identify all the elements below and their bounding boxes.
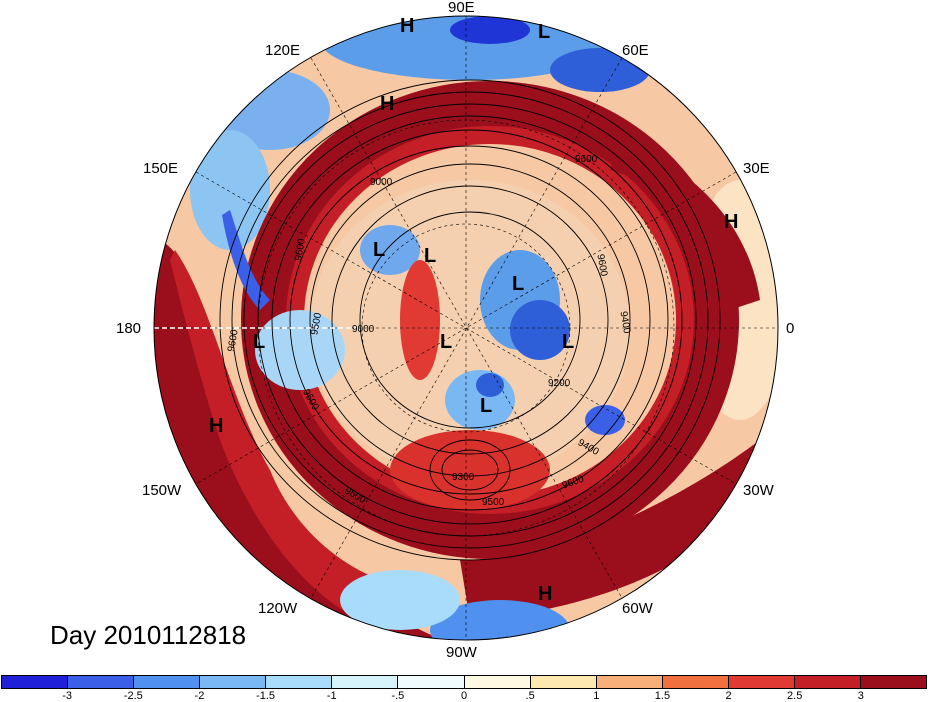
pressure-center: H [380,93,394,115]
colorbar-cell [794,676,862,688]
colorbar-cell [200,676,267,688]
colorbar-tick-label: -2.5 [123,690,143,702]
colorbar-cell [266,676,333,688]
pressure-center: L [253,331,265,353]
contour-label: 9300 [452,472,475,483]
colorbar-tick-label: -.5 [391,690,405,702]
contour-label: 9600 [575,154,598,165]
pressure-center: L [480,395,492,417]
colorbar-cell [596,676,663,688]
pressure-center-labels: H L H H L L L L L L L H H [209,15,738,605]
pressure-center: L [512,273,524,295]
colorbar [1,675,927,689]
anomaly-field [154,16,778,640]
contour-label: 9000 [352,324,375,335]
colorbar-cell [68,676,135,688]
colorbar-tick-label: 1 [593,690,600,702]
contour-label: 9500 [309,312,324,336]
contour-label: 9200 [548,378,571,389]
pressure-center: L [562,331,574,353]
pressure-center: L [424,245,436,267]
colorbar-tick-label: -3 [62,690,73,702]
colorbar-tick-label: 0 [460,690,468,702]
contour-label: 9600 [226,328,241,352]
colorbar-cell [332,676,399,688]
pressure-center: L [538,21,550,43]
lon-label-120w: 120W [258,600,298,617]
colorbar-cell [662,676,729,688]
contour-label: 9400 [617,311,632,335]
colorbar-tick-label: -1.5 [256,690,276,702]
pressure-center: H [724,211,738,233]
colorbar-tick-label: 2 [725,690,732,702]
colorbar-tick-label: -2 [194,690,205,702]
lon-label-30e: 30E [743,160,770,177]
colorbar-tick-label: 2.5 [787,690,803,702]
contour-label: 9600 [594,253,609,277]
colorbar-cell [530,676,597,688]
contour-label: 9500 [482,497,505,508]
lon-label-120e: 120E [265,42,301,59]
colorbar-tick-label: .5 [525,690,535,702]
lon-label-180: 180 [116,320,142,337]
pressure-center: L [373,239,385,261]
colorbar-cell [134,676,201,688]
lon-label-150w: 150W [142,482,182,499]
pressure-center: L [440,331,452,353]
colorbar-cell [464,676,531,688]
colorbar-cell [398,676,465,688]
lon-label-60w: 60W [622,600,653,617]
graticule [154,16,778,640]
colorbar-tick-label: 1.5 [654,690,671,702]
date-label: Day 2010112818 [50,620,247,650]
colorbar-tick-label: -1 [326,690,337,702]
lon-label-30w: 30W [743,482,774,499]
colorbar-tick-label: 3 [857,690,864,702]
lon-label-0: 0 [786,320,795,337]
colorbar-cell [728,676,795,688]
contour-label: 9000 [370,177,393,188]
pressure-center: H [209,415,223,437]
pressure-center: H [538,583,552,605]
pressure-center: H [400,15,414,37]
lon-label-90w: 90W [446,644,477,661]
lon-label-150e: 150E [143,160,179,177]
height-contours [219,79,721,561]
colorbar-cell [2,676,69,688]
lon-label-90e: 90E [448,0,475,16]
colorbar-cell [861,676,927,688]
contour-label: 9600 [293,237,308,261]
lon-label-60e: 60E [622,42,649,59]
map-boundary [153,15,779,641]
